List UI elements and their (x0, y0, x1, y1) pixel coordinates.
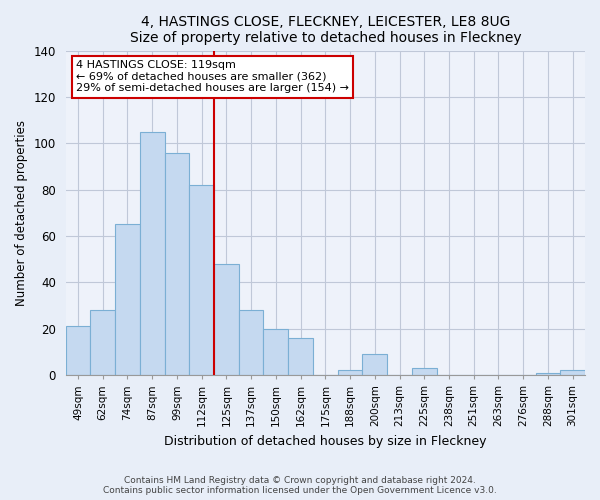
Bar (412, 368, 437, 375)
Text: Contains HM Land Registry data © Crown copyright and database right 2024.
Contai: Contains HM Land Registry data © Crown c… (103, 476, 497, 495)
Bar (560, 370, 585, 375)
Bar (338, 370, 362, 375)
Bar (190, 185, 214, 375)
X-axis label: Distribution of detached houses by size in Fleckney: Distribution of detached houses by size … (164, 434, 487, 448)
Bar (140, 132, 164, 375)
Bar (288, 338, 313, 375)
Bar (362, 354, 387, 375)
Bar (91, 310, 115, 375)
Title: 4, HASTINGS CLOSE, FLECKNEY, LEICESTER, LE8 8UG
Size of property relative to det: 4, HASTINGS CLOSE, FLECKNEY, LEICESTER, … (130, 15, 521, 45)
Text: 4 HASTINGS CLOSE: 119sqm
← 69% of detached houses are smaller (362)
29% of semi-: 4 HASTINGS CLOSE: 119sqm ← 69% of detach… (76, 60, 349, 94)
Bar (239, 310, 263, 375)
Y-axis label: Number of detached properties: Number of detached properties (15, 120, 28, 306)
Bar (65, 326, 91, 375)
Bar (214, 264, 239, 375)
Bar (263, 328, 288, 375)
Bar (115, 224, 140, 375)
Bar (164, 152, 190, 375)
Bar (536, 372, 560, 375)
